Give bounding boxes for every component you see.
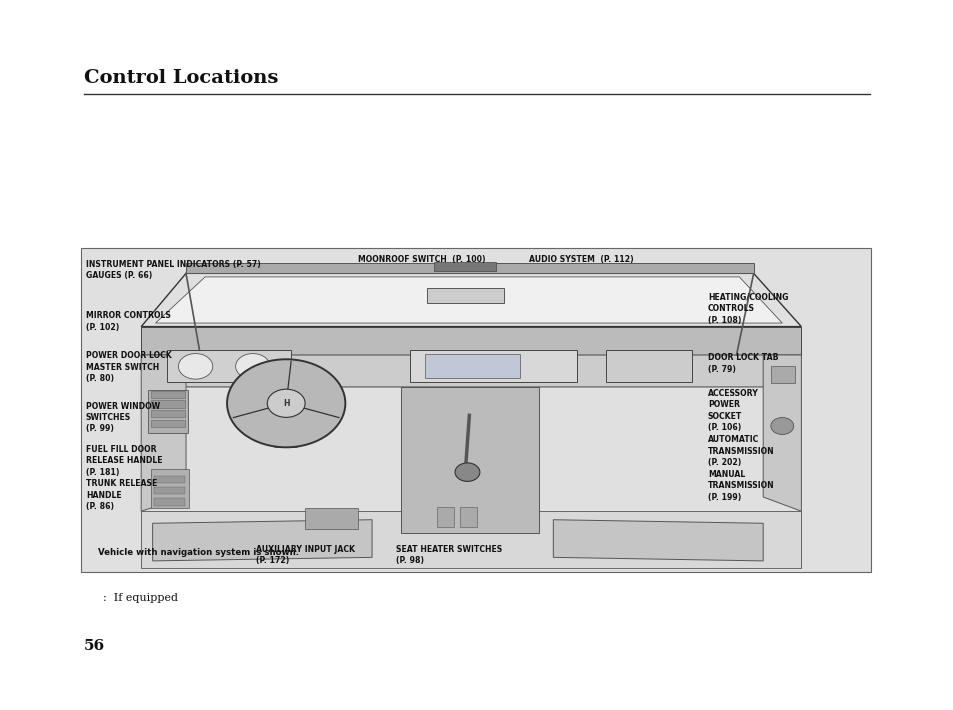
Bar — [151, 391, 185, 398]
Polygon shape — [155, 277, 781, 323]
Bar — [434, 262, 496, 271]
Bar — [151, 469, 189, 508]
Polygon shape — [186, 263, 753, 273]
Text: AUDIO SYSTEM  (P. 112): AUDIO SYSTEM (P. 112) — [529, 255, 634, 263]
Text: POWER WINDOW
SWITCHES
(P. 99): POWER WINDOW SWITCHES (P. 99) — [86, 402, 160, 433]
Circle shape — [235, 354, 270, 379]
Text: AUTOMATIC
TRANSMISSION
(P. 202)
MANUAL
TRANSMISSION
(P. 199): AUTOMATIC TRANSMISSION (P. 202) MANUAL T… — [707, 435, 774, 502]
Polygon shape — [152, 520, 372, 561]
Text: 56: 56 — [84, 639, 105, 653]
Bar — [427, 288, 503, 303]
Text: POWER DOOR LOCK
MASTER SWITCH
(P. 80): POWER DOOR LOCK MASTER SWITCH (P. 80) — [86, 351, 172, 383]
Text: Control Locations: Control Locations — [84, 69, 278, 87]
Bar — [305, 508, 357, 529]
Text: AUXILIARY INPUT JACK
(P. 172): AUXILIARY INPUT JACK (P. 172) — [255, 545, 355, 565]
Bar — [151, 410, 185, 417]
Polygon shape — [141, 327, 801, 355]
Text: MOONROOF SWITCH  (P. 100): MOONROOF SWITCH (P. 100) — [357, 255, 485, 263]
Bar — [153, 476, 185, 483]
Polygon shape — [274, 415, 297, 447]
Polygon shape — [141, 511, 801, 568]
Bar — [770, 366, 794, 383]
Bar — [153, 487, 185, 494]
Bar — [167, 350, 291, 382]
Bar — [148, 391, 188, 433]
Polygon shape — [553, 520, 762, 561]
Text: INSTRUMENT PANEL INDICATORS (P. 57)
GAUGES (P. 66): INSTRUMENT PANEL INDICATORS (P. 57) GAUG… — [86, 260, 260, 280]
Bar — [436, 507, 454, 527]
Text: :  If equipped: : If equipped — [103, 593, 178, 603]
Polygon shape — [762, 355, 801, 511]
Bar — [151, 400, 185, 408]
Text: HEATING/COOLING
CONTROLS
(P. 108): HEATING/COOLING CONTROLS (P. 108) — [707, 293, 787, 324]
Bar — [605, 350, 691, 382]
Bar — [81, 248, 870, 572]
Text: Vehicle with navigation system is shown.: Vehicle with navigation system is shown. — [98, 548, 299, 557]
Circle shape — [770, 417, 793, 435]
Circle shape — [455, 463, 479, 481]
Bar — [410, 350, 577, 382]
Circle shape — [178, 354, 213, 379]
Polygon shape — [141, 355, 186, 511]
Text: ACCESSORY
POWER
SOCKET
(P. 106): ACCESSORY POWER SOCKET (P. 106) — [707, 388, 758, 432]
Polygon shape — [141, 355, 801, 387]
Polygon shape — [400, 387, 538, 532]
Text: DOOR LOCK TAB
(P. 79): DOOR LOCK TAB (P. 79) — [707, 354, 778, 373]
Bar — [153, 498, 185, 506]
Circle shape — [227, 359, 345, 447]
Bar — [459, 507, 476, 527]
Text: MIRROR CONTROLS
(P. 102): MIRROR CONTROLS (P. 102) — [86, 312, 171, 332]
Bar — [424, 354, 519, 378]
Bar — [151, 420, 185, 427]
Text: FUEL FILL DOOR
RELEASE HANDLE
(P. 181)
TRUNK RELEASE
HANDLE
(P. 86): FUEL FILL DOOR RELEASE HANDLE (P. 181) T… — [86, 444, 162, 511]
Text: SEAT HEATER SWITCHES
(P. 98): SEAT HEATER SWITCHES (P. 98) — [395, 545, 501, 565]
Circle shape — [267, 389, 305, 417]
Text: H: H — [283, 399, 289, 408]
